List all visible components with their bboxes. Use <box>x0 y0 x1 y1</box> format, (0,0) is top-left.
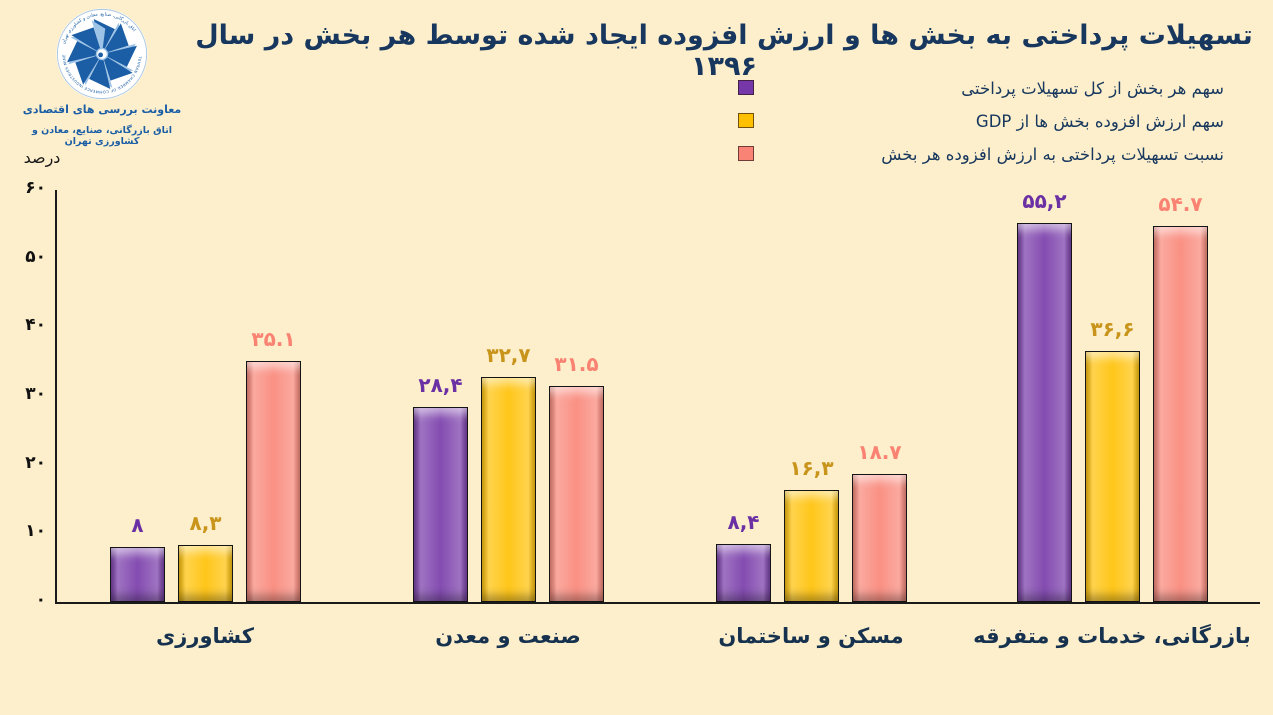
bar-value-label: ۳۵.۱ <box>251 326 296 351</box>
bar-share-of-total-facilities <box>1017 222 1072 602</box>
bar-facilities-to-value-added-ratio <box>1153 226 1208 602</box>
bar-facilities-to-value-added-ratio <box>246 360 301 602</box>
bar-value-label: ۳۶,۶ <box>1090 316 1135 341</box>
bar-value-label: ۳۲,۷ <box>486 343 531 368</box>
y-tick-label: ۰ <box>35 590 46 610</box>
bar-value-label: ۵۵,۲ <box>1022 188 1067 213</box>
bar-value-label: ۸ <box>131 513 144 538</box>
legend-row: سهم هر بخش از کل تسهیلات پرداختی <box>738 76 1224 109</box>
bar-value-label: ۳۱.۵ <box>554 351 599 376</box>
legend: سهم هر بخش از کل تسهیلات پرداختی سهم ارز… <box>738 76 1224 175</box>
bar-facilities-to-value-added-ratio <box>549 385 604 602</box>
bar-value-added-share-of-gdp <box>178 545 233 602</box>
bar-share-of-total-facilities <box>716 544 771 602</box>
y-tick-label: ۳۰ <box>25 384 46 404</box>
bar-value-label: ۵۴.۷ <box>1158 192 1203 217</box>
pinwheel-logo-icon: اتاق بازرگانی، صنایع، معادن و کشاورزی ته… <box>56 8 148 100</box>
legend-row: نسبت تسهیلات پرداختی به ارزش افزوده هر ب… <box>738 142 1224 175</box>
legend-swatch-salmon <box>738 146 754 161</box>
legend-swatch-purple <box>738 80 754 95</box>
bar-value-label: ۲۸,۴ <box>418 372 463 397</box>
bar-value-label: ۱۸.۷ <box>857 439 902 464</box>
category-label: مسکن و ساختمان <box>718 624 904 648</box>
legend-label: سهم هر بخش از کل تسهیلات پرداختی <box>961 79 1224 98</box>
bar-value-added-share-of-gdp <box>784 490 839 602</box>
category-label: صنعت و معدن <box>435 624 581 648</box>
bar-value-label: ۸,۳ <box>189 511 222 535</box>
x-axis-line <box>55 602 1260 604</box>
bar-share-of-total-facilities <box>413 406 468 602</box>
category-label: کشاورزی <box>156 624 254 648</box>
logo-caption-line2: اتاق بازرگانی، صنایع، معادن و کشاورزی ته… <box>31 124 173 147</box>
category-label: بازرگانی، خدمات و متفرقه <box>973 624 1251 648</box>
bar-share-of-total-facilities <box>110 547 165 602</box>
y-tick-label: ۶۰ <box>25 178 46 198</box>
y-axis-unit-label: درصد <box>23 148 61 167</box>
legend-label: نسبت تسهیلات پرداختی به ارزش افزوده هر ب… <box>881 145 1224 164</box>
y-tick-label: ۵۰ <box>25 246 46 267</box>
bar-value-label: ۱۶,۳ <box>789 456 834 481</box>
y-tick-label: ۱۰ <box>25 521 46 542</box>
legend-label: سهم ارزش افزوده بخش ها از GDP <box>975 112 1224 131</box>
y-axis-line <box>55 190 57 603</box>
tehran-chamber-logo: اتاق بازرگانی، صنایع، معادن و کشاورزی ته… <box>18 6 186 147</box>
chart-title: تسهیلات پرداختی به بخش ها و ارزش افزوده … <box>195 20 1253 82</box>
y-tick-label: ۲۰ <box>25 452 46 473</box>
bar-facilities-to-value-added-ratio <box>852 473 907 602</box>
bar-value-added-share-of-gdp <box>1085 350 1140 602</box>
legend-swatch-gold <box>738 113 754 128</box>
bar-value-label: ۸,۴ <box>727 510 760 535</box>
logo-caption-line1: معاونت بررسی های اقتصادی <box>22 103 182 116</box>
bar-value-added-share-of-gdp <box>481 377 536 602</box>
y-tick-label: ۴۰ <box>25 315 46 336</box>
legend-row: سهم ارزش افزوده بخش ها از GDP <box>738 109 1224 142</box>
